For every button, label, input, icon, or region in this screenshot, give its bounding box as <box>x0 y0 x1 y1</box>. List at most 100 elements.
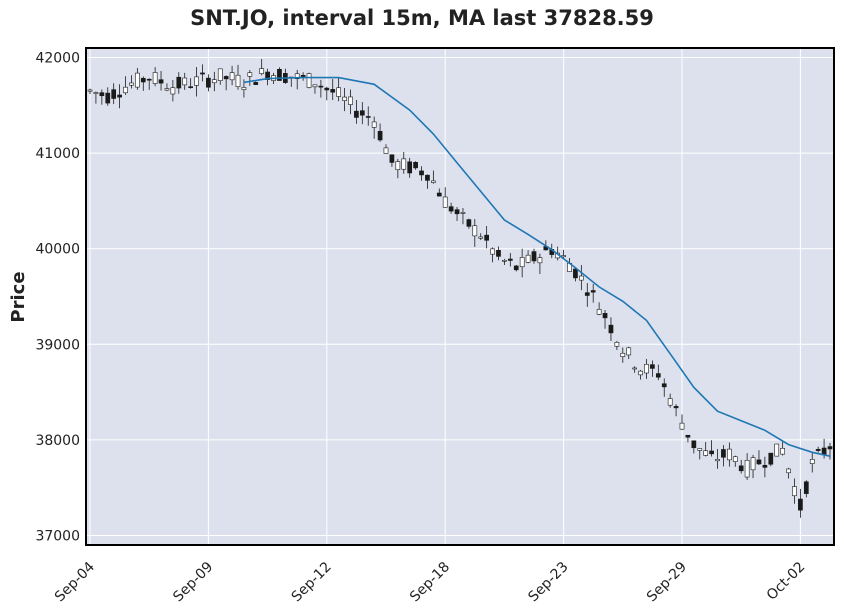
candle-body <box>679 422 685 430</box>
candle-body <box>478 236 484 239</box>
y-axis-title: Price <box>8 271 29 322</box>
candle-body <box>732 456 738 462</box>
x-axis: Sep-04 Sep-09 Sep-12 Sep-18 Sep-23 Sep-29 Oct-… <box>52 559 809 605</box>
candle-body <box>774 443 780 457</box>
candle-body <box>330 89 336 93</box>
candle-body <box>691 440 697 449</box>
candle-body <box>620 352 626 357</box>
candle-body <box>194 76 199 86</box>
candle-body <box>312 84 318 88</box>
candle-body <box>377 130 383 141</box>
candle-body <box>336 87 341 97</box>
candle-body <box>383 147 389 154</box>
candle-body <box>650 364 655 369</box>
candle-body <box>513 265 519 271</box>
candle-body <box>472 225 478 237</box>
x-tick-label: Sep-12 <box>289 559 335 605</box>
candle-body <box>815 449 821 451</box>
candle-body <box>448 206 454 212</box>
candle-body <box>602 313 608 319</box>
candle-body <box>744 460 750 478</box>
candle-body <box>182 77 188 86</box>
candle-body <box>401 158 407 170</box>
candle-body <box>454 209 460 215</box>
candle-body <box>413 161 418 169</box>
candle-body <box>590 290 596 293</box>
candle-body <box>365 116 371 118</box>
candle-body <box>821 447 827 455</box>
candle-body <box>667 398 673 406</box>
candle-body <box>673 406 679 409</box>
candle-body <box>277 68 282 81</box>
candle-body <box>519 257 525 268</box>
candle-body <box>342 96 347 101</box>
candle-body <box>170 87 176 95</box>
candle-body <box>389 154 395 163</box>
candle-body <box>561 255 566 258</box>
candle-body <box>608 324 614 334</box>
candle-body <box>792 486 797 497</box>
candle-body <box>579 275 584 281</box>
candle-body <box>738 465 744 472</box>
candle-body <box>655 373 661 378</box>
candle-body <box>93 92 99 94</box>
candle-body <box>247 72 253 77</box>
candle-body <box>300 75 306 77</box>
candle-body <box>644 364 649 374</box>
candle-body <box>809 459 815 464</box>
candle-body <box>359 110 365 116</box>
moving-average-line <box>243 76 831 457</box>
candle-body <box>105 92 111 104</box>
candle-body <box>573 268 578 279</box>
candle-body <box>294 73 300 80</box>
candle-body <box>584 292 590 296</box>
y-axis: 37000 38000 39000 40000 41000 42000 <box>35 51 80 545</box>
candle-body <box>632 367 637 370</box>
candle-body <box>626 347 632 356</box>
candle-body <box>614 341 620 347</box>
candle-body <box>265 71 270 80</box>
candle-body <box>525 254 531 263</box>
candle-body <box>206 77 211 88</box>
candle-body <box>697 448 703 451</box>
candle-body <box>490 248 495 255</box>
candle-body <box>99 92 105 97</box>
x-tick-label: Sep-29 <box>644 559 690 605</box>
grid <box>86 48 834 545</box>
candle-body <box>158 79 164 84</box>
candle-body <box>537 257 543 264</box>
candles <box>87 58 833 518</box>
candle-body <box>661 383 667 388</box>
x-tick-label: Oct-02 <box>764 559 809 604</box>
candle-body <box>117 94 122 98</box>
candle-body <box>431 180 436 183</box>
candle-body <box>803 481 809 494</box>
candle-body <box>768 452 774 465</box>
candle-body <box>176 76 182 89</box>
candle-body <box>703 450 709 456</box>
candle-body <box>786 468 791 474</box>
candle-body <box>217 68 223 81</box>
plot-area <box>86 48 834 545</box>
candle-body <box>318 85 324 88</box>
candle-body <box>223 76 229 80</box>
y-tick-label: 37000 <box>35 528 80 544</box>
candle-body <box>111 89 117 99</box>
candle-body <box>496 250 501 257</box>
candle-body <box>460 212 466 214</box>
y-tick-label: 38000 <box>35 433 80 449</box>
x-tick-label: Sep-18 <box>407 559 453 605</box>
candle-body <box>152 72 158 84</box>
candle-body <box>146 78 152 81</box>
x-tick-label: Sep-04 <box>52 559 98 605</box>
candle-body <box>507 258 513 261</box>
candle-body <box>780 447 785 455</box>
candle-body <box>721 449 726 458</box>
candle-body <box>685 434 691 438</box>
y-tick-label: 41000 <box>35 146 80 162</box>
x-tick-label: Sep-23 <box>525 559 571 605</box>
candle-body <box>442 196 448 208</box>
candle-body <box>407 161 413 174</box>
y-tick-label: 42000 <box>35 51 80 67</box>
